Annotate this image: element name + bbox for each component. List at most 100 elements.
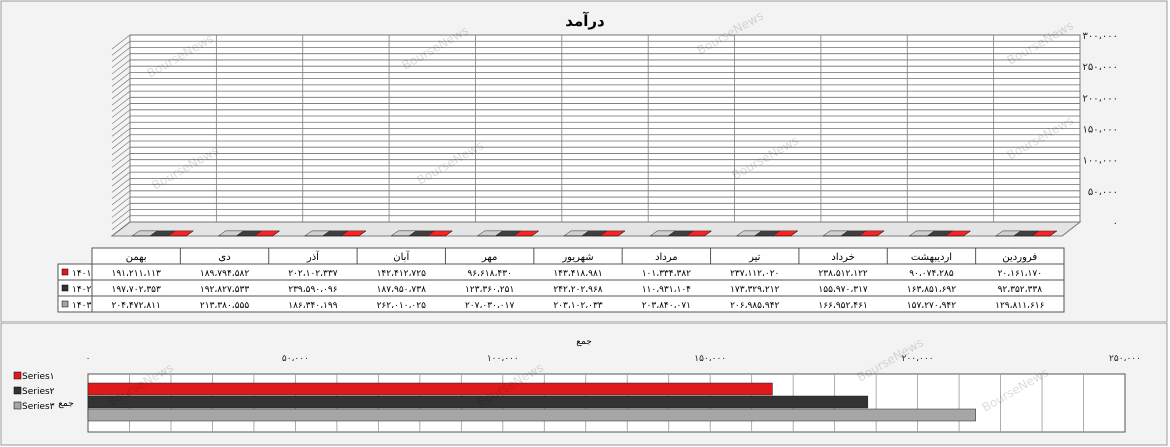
gridline-side — [111, 184, 131, 199]
gridline-side — [111, 72, 131, 87]
category-label: خرداد — [831, 252, 854, 263]
gridline-side — [111, 209, 131, 224]
chart2-category-label: جمع — [58, 399, 74, 409]
legend-swatch — [61, 300, 69, 308]
legend-label: Series۳ — [22, 402, 55, 412]
series-label: ۱۴۰۱ — [72, 269, 91, 279]
y-tick-label: ۳۰۰،۰۰۰ — [1083, 31, 1118, 42]
category-label: فروردین — [1002, 252, 1037, 263]
gridline-side — [111, 78, 131, 93]
x-tick-label: ۰ — [86, 354, 91, 364]
category-label: مهر — [481, 252, 497, 263]
gridline-side — [111, 153, 131, 168]
table-cell: ۹۲،۳۵۲،۳۳۸ — [998, 285, 1043, 295]
legend-swatch — [61, 268, 69, 276]
gridline-side — [111, 53, 131, 68]
x-tick-label: ۵۰،۰۰۰ — [282, 354, 309, 364]
series-label: ۱۴۰۲ — [72, 285, 92, 295]
category-label: آبان — [393, 250, 410, 263]
chart1-title: درآمد — [565, 12, 605, 30]
table-cell: ۱۸۹،۷۹۴،۵۸۲ — [200, 269, 249, 279]
table-cell: ۱۹۲،۸۲۷،۵۳۳ — [200, 285, 249, 295]
gridline-side — [111, 109, 131, 125]
legend-swatch — [13, 386, 22, 395]
table-cell: ۱۴۳،۴۱۸،۹۸۱ — [553, 269, 602, 279]
table-cell: ۱۱۰،۹۳۱،۱۰۴ — [642, 285, 691, 295]
legend-swatch — [13, 371, 22, 380]
category-label: شهریور — [561, 252, 593, 263]
y-tick-label: ۵۰،۰۰۰ — [1088, 187, 1118, 198]
table-cell: ۲۰۷،۰۳۰،۰۱۷ — [465, 301, 514, 311]
gridline-side — [111, 146, 131, 162]
table-cell: ۲۰۳،۱۰۲،۰۳۳ — [553, 301, 602, 311]
gridline-side — [111, 40, 131, 56]
gridline-side — [111, 115, 131, 131]
table-cell: ۱۴۲،۴۱۲،۷۲۵ — [377, 269, 426, 279]
gridline-side — [111, 165, 131, 181]
table-cell: ۱۸۶،۳۴۰،۱۹۹ — [288, 301, 337, 311]
table-cell: ۲۴۲،۲۰۲،۹۶۸ — [553, 285, 602, 295]
table-row — [57, 295, 1065, 313]
gridline-side — [111, 47, 131, 62]
gridline-side — [111, 196, 131, 212]
table-cell: ۲۳۹،۵۹۰،۰۹۶ — [288, 285, 337, 295]
category-label: آذر — [306, 250, 320, 263]
table-cell: ۱۷۳،۳۲۹،۲۱۲ — [730, 285, 779, 295]
gridline-side — [111, 190, 131, 206]
table-cell: ۲۰۳،۸۴۰،۰۷۱ — [642, 301, 691, 311]
total-chart: جمع ۰ ۵۰،۰۰۰ ۱۰۰،۰۰۰ ۱۵۰،۰۰۰ ۲۰۰،۰۰۰ ۲۵۰،۰۰۰ جم… — [0, 322, 1168, 446]
table-cell: ۱۵۵،۹۷۰،۳۱۷ — [818, 285, 867, 295]
chart1-back-wall — [110, 34, 1081, 237]
category-label: مرداد — [655, 252, 678, 263]
category-label: تیر — [748, 252, 761, 263]
x-tick-label: ۲۵۰،۰۰۰ — [1109, 354, 1141, 364]
table-cell: ۱۲۳،۳۶۰،۲۵۱ — [465, 285, 514, 295]
table-cell: ۱۵۷،۲۷۰،۹۴۲ — [907, 301, 956, 311]
gridline-side — [111, 97, 131, 112]
legend-label: Series۲ — [22, 387, 55, 397]
table-cell: ۱۶۳،۸۵۱،۶۹۲ — [907, 285, 956, 295]
y-tick-label: ۲۰۰،۰۰۰ — [1083, 93, 1118, 104]
gridline-side — [111, 34, 131, 50]
table-cell: ۲۳۸،۵۱۲،۱۲۲ — [818, 269, 867, 279]
table-cell: ۲۶۲،۰۱۰،۰۲۵ — [377, 301, 426, 311]
series-label: ۱۴۰۳ — [72, 301, 92, 311]
category-label: اردیبهشت — [911, 252, 952, 263]
gridline-side — [111, 171, 131, 187]
table-cell: ۱۸۷،۹۵۰،۷۳۸ — [377, 285, 426, 295]
gridline-side — [111, 203, 131, 218]
table-cell: ۱۹۱،۲۱۱،۱۱۳ — [112, 269, 161, 279]
legend-swatch — [13, 401, 22, 410]
table-cell: ۲۰۶،۹۸۵،۹۴۲ — [730, 301, 779, 311]
chart2-title: جمع — [576, 337, 592, 347]
gridline-side — [111, 159, 131, 174]
gridline-side — [111, 122, 131, 137]
bar — [87, 408, 976, 422]
revenue-chart: درآمد ۳۰۰،۰۰۰ ۲۵۰،۰۰۰ ۲۰۰،۰۰۰ ۱۵۰،۰۰۰ ۱۰۰،۰۰۰… — [0, 0, 1168, 322]
gridline-side — [111, 84, 131, 100]
x-tick-label: ۱۵۰،۰۰۰ — [694, 354, 726, 364]
table-cell: ۲۰۲،۱۰۲،۳۳۷ — [288, 269, 337, 279]
table-cell: ۹۰،۰۷۴،۲۸۵ — [909, 269, 954, 279]
table-cell: ۱۲۹،۸۱۱،۶۱۶ — [995, 301, 1044, 311]
table-cell: ۲۳۷،۱۱۲،۰۲۰ — [730, 269, 779, 279]
legend-swatch — [61, 284, 69, 292]
gridline-side — [111, 215, 131, 231]
x-tick-label: ۲۰۰،۰۰۰ — [902, 354, 934, 364]
x-tick-label: ۱۰۰،۰۰۰ — [487, 354, 519, 364]
table-cell: ۲۰۴،۴۷۲،۸۱۱ — [112, 301, 161, 311]
gridline-side — [111, 103, 131, 118]
table-cell: ۱۰۱،۳۳۴،۳۸۲ — [642, 269, 691, 279]
gridline-side — [111, 221, 131, 237]
y-tick-label: ۱۰۰،۰۰۰ — [1083, 156, 1118, 167]
table-cell: ۱۹۷،۷۰۲،۳۵۳ — [112, 285, 161, 295]
legend-label: Series۱ — [22, 372, 55, 382]
y-tick-label: ۲۵۰،۰۰۰ — [1083, 62, 1118, 73]
y-tick-label: ۱۵۰،۰۰۰ — [1083, 125, 1118, 136]
bar — [87, 395, 869, 409]
table-cell: ۲۰،۱۶۱،۱۷۰ — [998, 269, 1042, 279]
gridline-side — [111, 134, 131, 149]
y-tick-label: ۰ — [1113, 218, 1118, 229]
table-cell: ۹۶،۶۱۸،۴۳۰ — [467, 269, 511, 279]
